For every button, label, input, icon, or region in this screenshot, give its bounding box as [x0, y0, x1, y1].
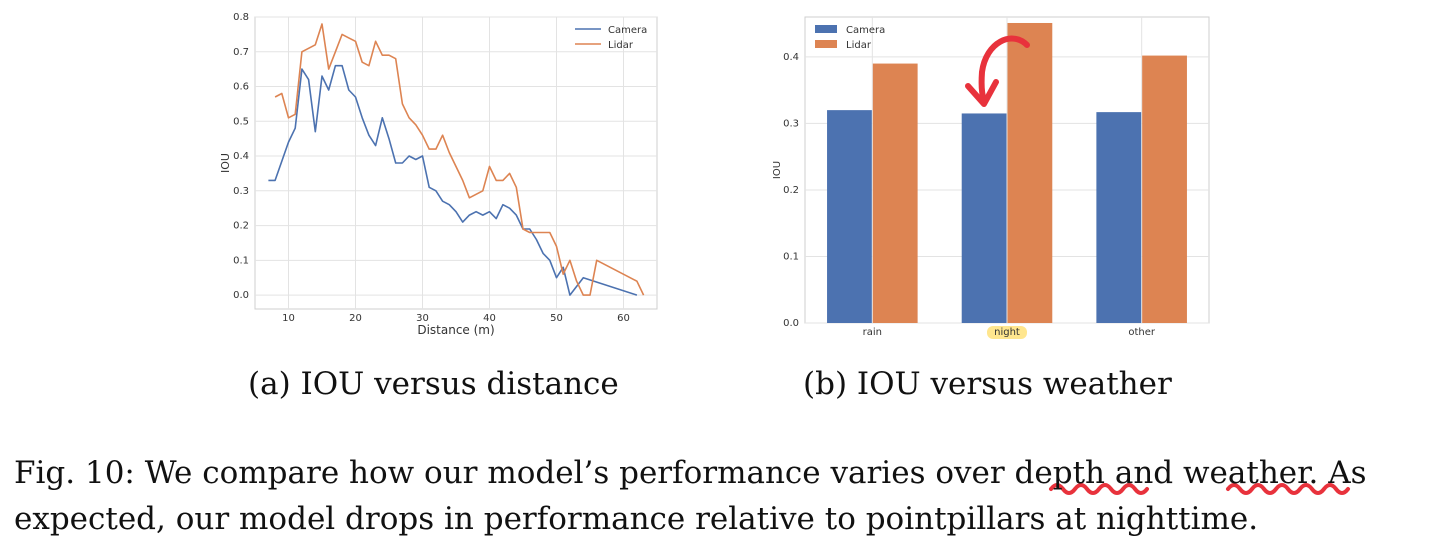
caption-text-1b: and — [1105, 455, 1183, 491]
y-tick-label: 0.4 — [783, 52, 799, 63]
legend-lidar-swatch — [815, 40, 837, 48]
y-tick-label: 0.2 — [783, 185, 799, 196]
y-tick-label: 0.8 — [233, 12, 249, 23]
chart-iou-vs-distance: 10 20 30 40 50 600.00.10.20.30.40.50.60.70.8 … — [219, 12, 658, 337]
caption-word-weather: weather — [1183, 455, 1309, 491]
bar-lidar-rain — [872, 63, 918, 323]
y-tick-label: 0.3 — [233, 186, 249, 197]
chart-b-caption: (b) IOU versus weather — [803, 366, 1172, 402]
bar-lidar-other — [1142, 55, 1187, 323]
caption-text-1c: . As — [1308, 455, 1367, 491]
x-tick-label-rain: rain — [863, 327, 882, 338]
x-tick-label: 10 — [282, 313, 295, 324]
chart-b-ylabel: IOU — [772, 161, 783, 179]
annotation-arrow-icon — [978, 35, 1030, 103]
x-tick-label: 60 — [617, 313, 630, 324]
bar-lidar-night — [1007, 22, 1053, 323]
chart-a-caption: (a) IOU versus distance — [248, 366, 619, 402]
y-tick-label: 0.5 — [233, 116, 249, 127]
figure-caption-line-1: Fig. 10: We compare how our model’s perf… — [14, 455, 1367, 491]
y-tick-label: 0.1 — [783, 251, 799, 262]
y-tick-label: 0.1 — [233, 255, 249, 266]
squiggle-depth-icon — [1049, 483, 1149, 495]
chart-a-ylabel: IOU — [219, 153, 232, 173]
legend-camera-label: Camera — [608, 25, 647, 36]
x-tick-label: 40 — [483, 313, 496, 324]
y-tick-label: 0.6 — [233, 82, 249, 93]
figure-caption-line-2: expected, our model drops in performance… — [14, 501, 1259, 537]
x-tick-label-night: night — [994, 327, 1020, 338]
legend-lidar-label: Lidar — [846, 40, 872, 51]
bar-camera-night — [961, 113, 1007, 324]
legend-camera-label: Camera — [846, 25, 885, 36]
x-tick-label: 30 — [416, 313, 429, 324]
highlight-marker — [987, 326, 1027, 339]
chart-a-xlabel: Distance (m) — [417, 323, 494, 337]
y-tick-label: 0.2 — [233, 221, 249, 232]
chart-b-legend: Camera Lidar — [815, 25, 885, 51]
y-tick-label: 0.0 — [233, 290, 249, 301]
y-tick-label: 0.7 — [233, 47, 249, 58]
bar-camera-other — [1096, 112, 1142, 323]
legend-camera-swatch — [815, 25, 837, 33]
y-tick-label: 0.0 — [783, 318, 799, 329]
x-tick-label: 20 — [349, 313, 362, 324]
x-tick-label-other: other — [1128, 327, 1156, 338]
squiggle-weather-icon — [1226, 483, 1350, 495]
y-tick-label: 0.3 — [783, 118, 799, 129]
annotation-arrowhead-icon — [965, 79, 999, 107]
chart-iou-vs-weather: 0.0 0.1 0.2 0.3 0.4 rain night other IOU Camera… — [772, 16, 1210, 339]
bar-camera-rain — [827, 110, 872, 323]
series-line-lidar — [274, 23, 645, 296]
caption-word-depth: depth — [1014, 455, 1105, 491]
chart-a-legend: Camera Lidar — [575, 25, 647, 51]
x-tick-label: 50 — [550, 313, 563, 324]
caption-text-1a: Fig. 10: We compare how our model’s perf… — [14, 455, 1015, 491]
legend-lidar-label: Lidar — [608, 40, 634, 51]
y-tick-label: 0.4 — [233, 151, 249, 162]
